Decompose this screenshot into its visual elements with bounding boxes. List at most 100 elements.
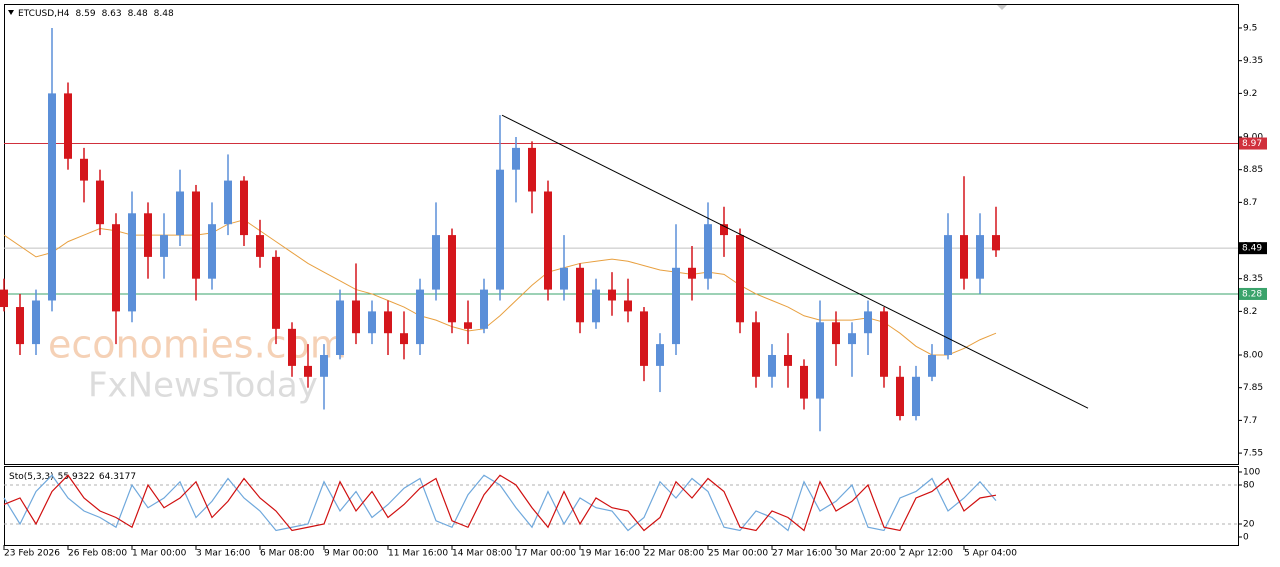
candle-body: [800, 365, 808, 399]
price-label: 8.49: [1242, 244, 1262, 254]
x-tick-label: 22 Mar 08:00: [644, 549, 704, 559]
candle-body: [880, 311, 888, 377]
x-tick-label: 26 Feb 08:00: [68, 549, 127, 559]
moving-average: [3, 219, 997, 356]
candle-body: [352, 300, 360, 334]
candle-body: [272, 256, 280, 329]
candle-body: [80, 158, 88, 181]
x-tick-label: 25 Mar 00:00: [708, 549, 768, 559]
candle-body: [624, 300, 632, 312]
watermark: economies.com: [48, 323, 347, 367]
y-tick-label: 8.00: [1243, 350, 1263, 360]
candle-body: [496, 169, 504, 290]
ohlc-value: 8.48: [154, 9, 174, 19]
candle-body: [464, 322, 472, 329]
candle-body: [368, 311, 376, 334]
candle-body: [48, 93, 56, 301]
x-tick-label: 14 Mar 08:00: [452, 549, 512, 559]
stoch-title: Sto(5,3,3): [9, 472, 54, 482]
candle-body: [144, 213, 152, 257]
shift-marker: [997, 5, 1007, 10]
candle-body: [432, 235, 440, 290]
candle-body: [720, 224, 728, 236]
y-tick-label: 7.7: [1243, 416, 1257, 426]
candle-body: [896, 376, 904, 417]
stoch-line: [3, 474, 997, 532]
candle-body: [480, 289, 488, 329]
ohlc-value: 8.48: [128, 9, 148, 19]
candle-body: [960, 235, 968, 279]
candle-body: [992, 235, 1000, 251]
stoch-line: [3, 474, 997, 532]
y-tick-label: 8.35: [1243, 274, 1263, 284]
stoch-value: 64.3177: [99, 472, 136, 482]
candle-body: [976, 235, 984, 279]
candle-body: [752, 322, 760, 377]
x-tick-label: 23 Feb 2026: [4, 549, 60, 559]
candle-body: [656, 344, 664, 366]
candle-body: [672, 267, 680, 345]
x-tick-label: 27 Mar 16:00: [772, 549, 832, 559]
price-label-box: [1239, 242, 1267, 255]
price-label: 8.28: [1242, 289, 1262, 299]
candle-body: [768, 354, 776, 377]
candle-body: [400, 333, 408, 345]
candle-body: [576, 267, 584, 323]
candle-body: [112, 224, 120, 312]
candle-body: [160, 235, 168, 257]
candle-body: [688, 267, 696, 279]
candle-body: [528, 147, 536, 192]
stoch-header: Sto(5,3,3) 55.9322 64.3177: [9, 472, 136, 482]
candle-body: [816, 322, 824, 399]
candle-body: [128, 213, 136, 312]
chart-header: ETCUSD,H4 8.59 8.63 8.48 8.48: [18, 9, 174, 19]
candle-body: [704, 224, 712, 279]
candle-body: [208, 224, 216, 279]
candle-body: [192, 191, 200, 279]
y-tick-label: 9.5: [1243, 23, 1257, 33]
menu-arrow[interactable]: [8, 10, 14, 15]
candle-body: [512, 147, 520, 170]
candle-body: [608, 289, 616, 301]
candle-body: [848, 333, 856, 345]
y-tick-label: 100: [1243, 467, 1260, 477]
stoch-value: 55.9322: [58, 472, 95, 482]
candle-body: [448, 235, 456, 323]
candle-body: [416, 289, 424, 345]
y-tick-label: 9.00: [1243, 132, 1263, 142]
y-tick-label: 9.2: [1243, 89, 1257, 99]
candle-body: [832, 322, 840, 345]
ohlc-value: 8.59: [76, 9, 96, 19]
ohlc-value: 8.63: [102, 9, 122, 19]
y-tick-label: 80: [1243, 480, 1255, 490]
candle-body: [320, 354, 328, 377]
candle-body: [96, 180, 104, 225]
x-tick-label: 9 Mar 00:00: [324, 549, 379, 559]
candle-body: [944, 235, 952, 355]
candle-body: [16, 307, 24, 345]
candle-body: [592, 289, 600, 323]
candle-body: [544, 191, 552, 290]
x-tick-label: 1 Mar 00:00: [132, 549, 187, 559]
candle-body: [928, 354, 936, 377]
x-tick-label: 3 Mar 16:00: [196, 549, 251, 559]
price-label: 8.97: [1242, 139, 1262, 149]
y-tick-label: 7.55: [1243, 449, 1263, 459]
y-tick-label: 20: [1243, 519, 1255, 529]
price-label-box: [1239, 137, 1267, 150]
candle-body: [0, 289, 8, 308]
y-tick-label: 7.85: [1243, 383, 1263, 393]
symbol: ETCUSD,H4: [18, 9, 70, 19]
candle-body: [304, 365, 312, 377]
x-tick-label: 5 Apr 04:00: [964, 549, 1017, 559]
candle-body: [384, 311, 392, 334]
y-tick-label: 8.7: [1243, 198, 1257, 208]
candle-body: [240, 180, 248, 236]
stoch-frame: [4, 466, 1239, 546]
x-tick-label: 6 Mar 08:00: [260, 549, 315, 559]
x-tick-label: 30 Mar 20:00: [836, 549, 896, 559]
y-tick-label: 0: [1243, 533, 1249, 543]
candle-body: [784, 354, 792, 366]
